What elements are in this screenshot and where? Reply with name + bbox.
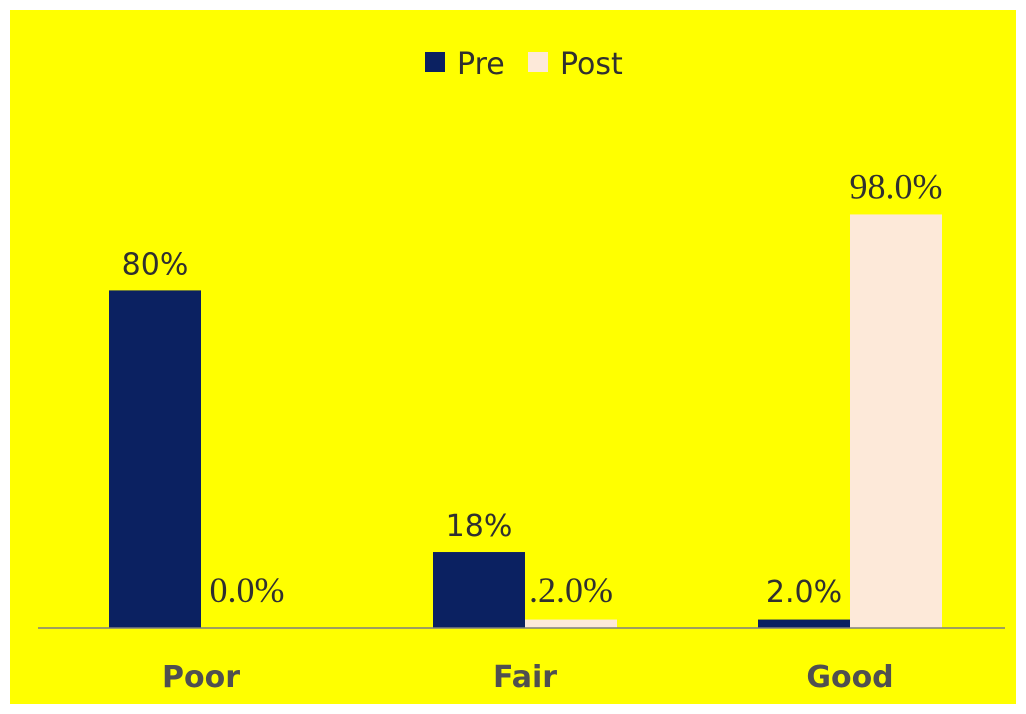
value-label-post-good: 98.0%	[850, 166, 943, 206]
category-label-good: Good	[806, 660, 893, 695]
value-label-pre-poor: 80%	[122, 247, 189, 282]
bar-pre-fair	[433, 552, 525, 628]
legend-label-pre: Pre	[457, 47, 505, 82]
bars	[109, 214, 942, 628]
bar-pre-poor	[109, 290, 201, 628]
bar-chart: Pre Post 80% 0.0% 18% .2.0% 2.0% 98.0% Poor Fa…	[38, 47, 1005, 695]
bar-pre-good	[758, 619, 850, 628]
legend-swatch-pre	[425, 52, 445, 72]
value-label-post-poor: 0.0%	[210, 570, 285, 610]
value-label-pre-fair: 18%	[446, 509, 513, 544]
bar-post-fair	[525, 619, 617, 628]
value-label-pre-good: 2.0%	[766, 575, 842, 610]
category-label-fair: Fair	[493, 660, 557, 695]
category-label-poor: Poor	[162, 660, 240, 695]
category-labels: Poor Fair Good	[162, 660, 894, 695]
value-labels: 80% 0.0% 18% .2.0% 2.0% 98.0%	[122, 166, 943, 610]
chart-area: Pre Post 80% 0.0% 18% .2.0% 2.0% 98.0% Poor Fa…	[10, 10, 1016, 704]
legend: Pre Post	[425, 47, 623, 82]
legend-swatch-post	[528, 52, 548, 72]
bar-post-good	[850, 214, 942, 628]
legend-label-post: Post	[560, 47, 623, 82]
value-label-post-fair: .2.0%	[529, 570, 613, 610]
